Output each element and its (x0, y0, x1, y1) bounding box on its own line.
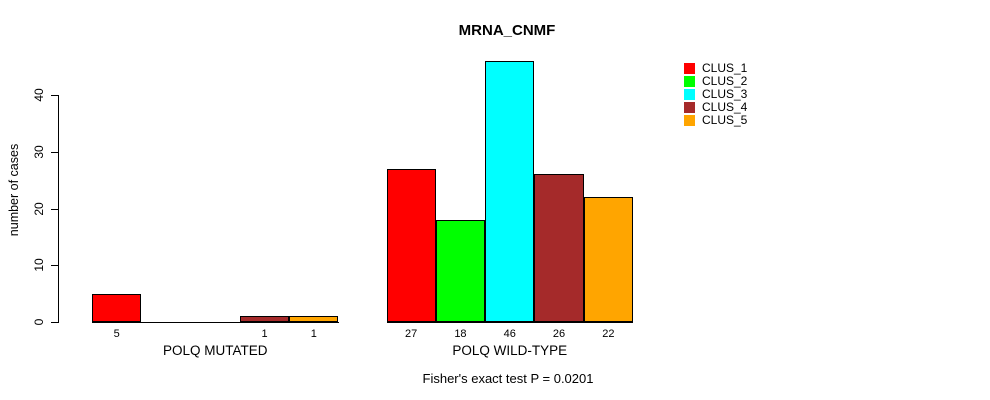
bar-value-label: 27 (405, 328, 418, 340)
legend-swatch (684, 115, 695, 126)
legend-swatch (684, 102, 695, 113)
bar-clus_2 (435, 220, 486, 322)
legend-swatch (684, 63, 695, 74)
bar-value-label: 5 (113, 328, 120, 340)
legend-item-clus_1: CLUS_1 (684, 62, 747, 75)
legend-label: CLUS_2 (702, 74, 748, 88)
bar-clus_4 (239, 316, 290, 322)
y-axis-tick (51, 208, 58, 210)
y-axis-tick (51, 265, 58, 267)
legend-swatch (684, 89, 695, 100)
y-axis-tick (51, 95, 58, 96)
y-axis-tick (51, 322, 58, 323)
legend-item-clus_5: CLUS_5 (684, 114, 747, 127)
y-axis-tick-label: 10 (32, 258, 46, 272)
legend: CLUS_1 CLUS_2 CLUS_3 CLUS_4 CLUS_5 (684, 62, 747, 127)
bar-value-label: 18 (454, 328, 467, 340)
group-label: POLQ MUTATED (162, 343, 268, 358)
legend-label: CLUS_5 (702, 113, 748, 127)
bar-clus_5 (583, 197, 633, 322)
bar-clus_1 (386, 169, 436, 322)
x-baseline (386, 322, 633, 323)
bar-value-label: 46 (503, 328, 516, 340)
bar-clus_4 (534, 174, 584, 322)
legend-label: CLUS_4 (702, 100, 748, 114)
y-axis-tick-label: 40 (32, 88, 46, 102)
y-axis-tick-label: 20 (32, 201, 46, 216)
bar-value-label: 1 (261, 328, 268, 340)
legend-item-clus_3: CLUS_3 (684, 88, 747, 101)
x-baseline (92, 322, 339, 323)
legend-label: CLUS_1 (702, 61, 748, 75)
legend-item-clus_4: CLUS_4 (684, 101, 747, 114)
y-axis (58, 95, 59, 323)
y-axis-tick-label: 0 (32, 318, 46, 326)
legend-label: CLUS_3 (702, 87, 748, 101)
legend-item-clus_2: CLUS_2 (684, 75, 747, 88)
bar-value-label: 26 (552, 328, 566, 340)
bar-clus_3 (485, 61, 535, 322)
legend-swatch (684, 76, 695, 87)
bar-clus_5 (289, 316, 339, 322)
bar-clus_1 (92, 294, 142, 322)
group-label: POLQ WILD-TYPE (452, 343, 568, 358)
bar-value-label: 1 (310, 328, 317, 340)
bar-value-label: 22 (602, 328, 615, 340)
subtitle-fisher-test: Fisher's exact test P = 0.0201 (422, 371, 594, 386)
y-axis-tick-label: 30 (32, 145, 46, 159)
chart-title: MRNA_CNMF (458, 22, 556, 39)
y-axis-tick (51, 151, 58, 153)
